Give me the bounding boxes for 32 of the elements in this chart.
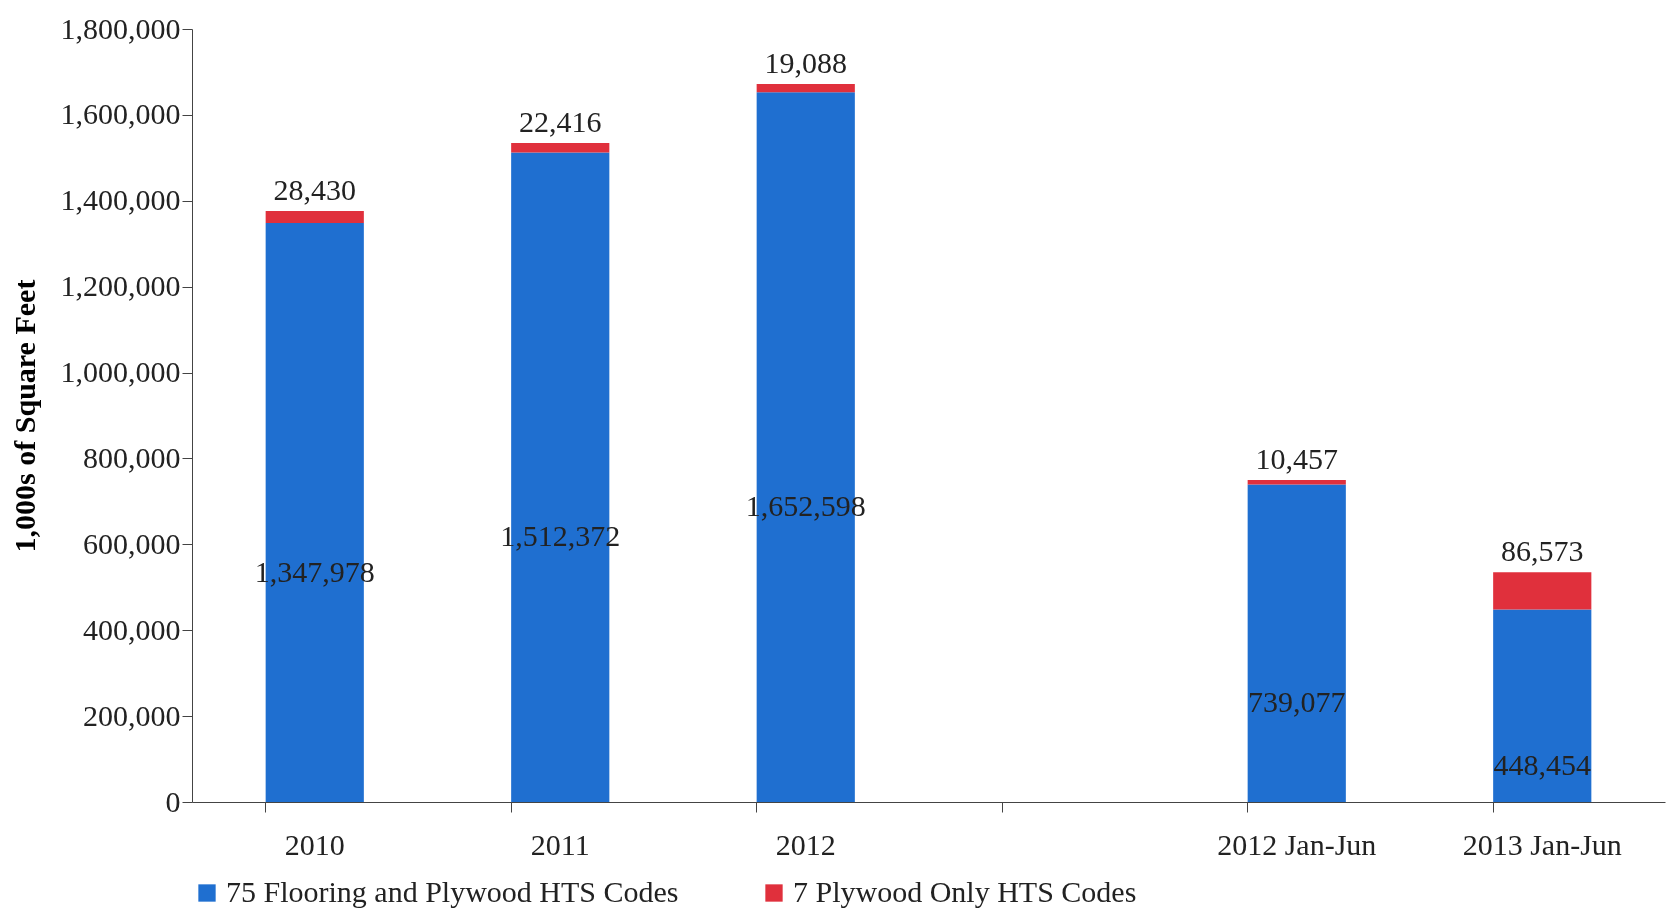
y-tick-label: 1,400,000 xyxy=(60,183,181,217)
x-tick-label: 2012 xyxy=(775,827,836,861)
y-tick-label: 200,000 xyxy=(83,698,181,732)
legend-label: 75 Flooring and Plywood HTS Codes xyxy=(226,875,679,908)
y-tick-label: 1,000,000 xyxy=(60,355,181,389)
y-tick-label: 400,000 xyxy=(83,612,181,646)
data-label: 19,088 xyxy=(764,46,847,80)
bar xyxy=(1493,572,1592,610)
y-tick-label: 600,000 xyxy=(83,526,181,560)
x-tick-label: 2012 Jan-Jun xyxy=(1217,827,1377,861)
bar xyxy=(1247,484,1346,802)
data-label: 86,573 xyxy=(1501,534,1584,568)
y-tick-label: 0 xyxy=(165,784,181,818)
bar xyxy=(511,142,610,153)
bar xyxy=(756,84,855,93)
bar xyxy=(265,210,364,224)
bar xyxy=(1493,609,1592,802)
data-label: 28,430 xyxy=(273,172,356,206)
y-axis-title: 1,000s of Square Feet xyxy=(7,279,41,553)
x-tick-label: 2010 xyxy=(284,827,345,861)
x-tick-label: 2013 Jan-Jun xyxy=(1462,827,1622,861)
y-tick-label: 800,000 xyxy=(83,440,181,474)
legend-label: 7 Plywood Only HTS Codes xyxy=(793,875,1137,908)
data-label: 10,457 xyxy=(1255,442,1338,476)
bar xyxy=(1247,480,1346,485)
data-label: 22,416 xyxy=(519,104,602,138)
data-label: 739,077 xyxy=(1248,685,1346,719)
x-tick-label: 2011 xyxy=(530,827,590,861)
data-label: 448,454 xyxy=(1493,747,1591,781)
y-tick-label: 1,200,000 xyxy=(60,269,181,303)
y-tick-label: 1,600,000 xyxy=(60,97,181,131)
y-tick-label: 1,800,000 xyxy=(60,11,181,45)
